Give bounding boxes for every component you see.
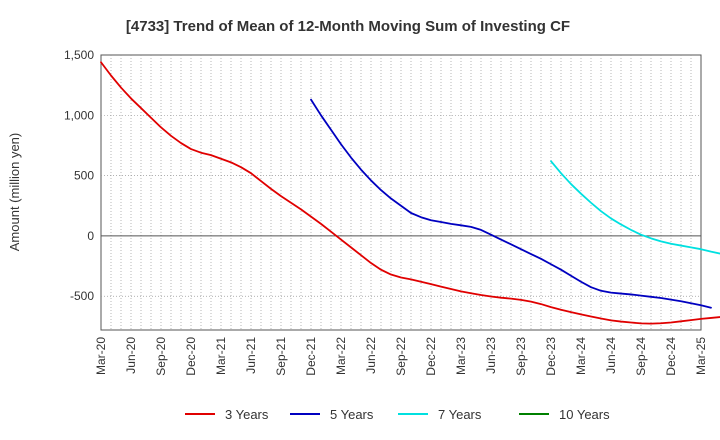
y-tick-label: 1,500	[64, 48, 94, 62]
y-axis-label: Amount (million yen)	[7, 133, 22, 252]
x-axis-tick-labels: Mar-20 Jun-20 Sep-20 Dec-20 Mar-21 Jun-21 Sep-…	[94, 337, 708, 376]
series-line	[550, 160, 720, 255]
x-tick-label: Sep-23	[514, 337, 528, 376]
legend-item[interactable]: 10 Years	[519, 407, 610, 422]
x-tick-label: Sep-21	[274, 337, 288, 376]
plot-border	[100, 54, 702, 331]
x-tick-label: Jun-21	[244, 337, 258, 374]
y-tick-label: 1,000	[64, 108, 94, 122]
x-tick-label: Dec-24	[664, 337, 678, 376]
x-tick-label: Jun-22	[364, 337, 378, 374]
x-tick-label: Jun-24	[604, 337, 618, 374]
chart-title: [4733] Trend of Mean of 12-Month Moving …	[126, 18, 570, 35]
legend-label: 3 Years	[225, 407, 269, 422]
x-tick-label: Jun-20	[124, 337, 138, 374]
x-tick-label: Mar-21	[214, 337, 228, 375]
vertical-gridlines	[110, 55, 692, 330]
legend-item[interactable]: 3 Years	[185, 407, 269, 422]
x-tick-label: Dec-20	[184, 337, 198, 376]
y-tick-label: 0	[87, 229, 94, 243]
y-axis-tick-labels: 1,500 1,000 500 0 -500	[64, 48, 94, 303]
x-tick-label: Sep-22	[394, 337, 408, 376]
y-tick-label: 500	[74, 169, 94, 183]
x-tick-label: Mar-20	[94, 337, 108, 375]
series-lines	[100, 61, 720, 325]
x-tick-label: Mar-24	[574, 337, 588, 375]
x-tick-label: Jun-23	[484, 337, 498, 374]
series-line	[310, 98, 712, 309]
legend-item[interactable]: 7 Years	[398, 407, 482, 422]
plot-area	[100, 54, 702, 331]
series-line	[100, 61, 720, 325]
x-tick-label: Sep-20	[154, 337, 168, 376]
x-tick-label: Dec-23	[544, 337, 558, 376]
horizontal-gridlines	[101, 114, 701, 297]
legend[interactable]: 3 Years 5 Years 7 Years 10 Years	[185, 407, 610, 422]
x-tick-label: Dec-21	[304, 337, 318, 376]
x-tick-label: Mar-25	[694, 337, 708, 375]
x-tick-label: Dec-22	[424, 337, 438, 376]
x-tick-label: Sep-24	[634, 337, 648, 376]
y-tick-label: -500	[70, 289, 94, 303]
x-tick-label: Mar-23	[454, 337, 468, 375]
legend-label: 7 Years	[438, 407, 482, 422]
x-tick-label: Mar-22	[334, 337, 348, 375]
legend-label: 5 Years	[330, 407, 374, 422]
legend-item[interactable]: 5 Years	[290, 407, 374, 422]
legend-label: 10 Years	[559, 407, 610, 422]
